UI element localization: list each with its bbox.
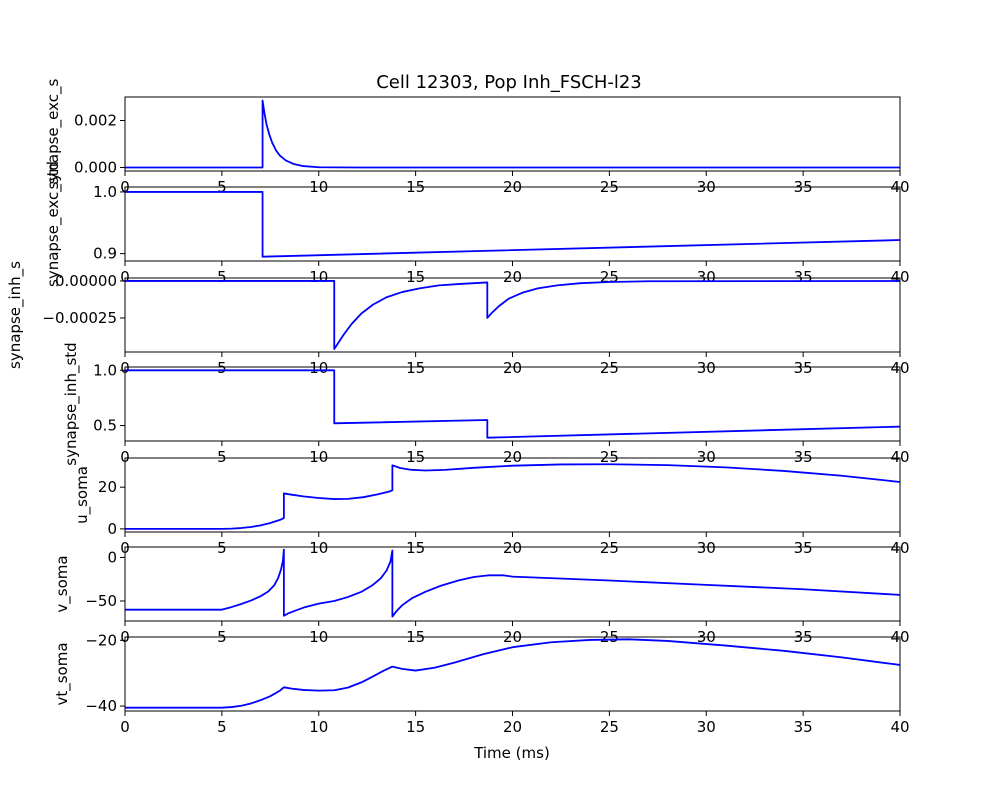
- x-tick-label: 25: [600, 359, 619, 377]
- data-line-u-soma: [125, 463, 900, 530]
- x-tick-label: 10: [309, 448, 328, 466]
- y-tick-label: 0.000: [74, 158, 117, 176]
- axes-frame: [124, 546, 901, 622]
- data-line-synapse-inh-s: [125, 280, 900, 350]
- x-tick-label: 15: [406, 718, 425, 736]
- y-axis-label: synapse_inh_s: [6, 261, 25, 369]
- y-tick-label: 0.5: [93, 417, 117, 435]
- y-tick-label: −50: [85, 592, 117, 610]
- axes-frame: [124, 96, 901, 172]
- x-tick-label: 35: [794, 539, 813, 557]
- x-tick-label: 5: [217, 359, 227, 377]
- axes-frame: [124, 186, 901, 262]
- axes-frame: [124, 636, 901, 712]
- x-tick-label: 20: [503, 448, 522, 466]
- x-tick-label: 30: [697, 359, 716, 377]
- x-tick-label: 20: [503, 359, 522, 377]
- y-tick-label: 1.0: [93, 361, 117, 379]
- x-tick-label: 20: [503, 268, 522, 286]
- x-tick-label: 10: [309, 359, 328, 377]
- axes-frame: [124, 457, 901, 533]
- subplot-stack: 0 5 10 15 20 25 30 35 40 0.000 0.002 synapse_exc_s 0…: [6, 79, 910, 736]
- data-line-synapse-exc-std: [125, 191, 900, 258]
- y-tick-label: 0.9: [93, 245, 117, 263]
- y-tick-label: 0: [107, 548, 117, 566]
- x-tick-label: 20: [503, 539, 522, 557]
- x-tick-label: 35: [794, 448, 813, 466]
- x-tick-label: 10: [309, 268, 328, 286]
- x-tick-label: 40: [890, 448, 909, 466]
- x-tick-label: 5: [217, 448, 227, 466]
- x-tick-label: 10: [309, 539, 328, 557]
- x-tick-label: 35: [794, 359, 813, 377]
- y-axis-label: synapse_inh_std: [62, 342, 81, 465]
- x-tick-label: 15: [406, 359, 425, 377]
- x-tick-label: 25: [600, 268, 619, 286]
- y-tick-label: 0.00000: [55, 272, 117, 290]
- axes-frame: [124, 366, 901, 442]
- x-tick-label: 30: [697, 268, 716, 286]
- y-axis-label: v_soma: [53, 555, 72, 612]
- y-axis-label: synapse_exc_s: [44, 79, 63, 190]
- subplot-synapse-inh-s: 0 5 10 15 20 25 30 35 40−0.000250.00000synapse_i…: [6, 261, 910, 377]
- x-axis-label: Time (ms): [473, 744, 550, 762]
- y-tick-label: 1.0: [93, 183, 117, 201]
- y-tick-label: 20: [98, 478, 117, 496]
- x-tick-label: 0: [120, 718, 130, 736]
- x-tick-label: 25: [600, 718, 619, 736]
- x-tick-label: 15: [406, 539, 425, 557]
- x-tick-label: 15: [406, 448, 425, 466]
- y-axis-label: vt_soma: [53, 642, 72, 705]
- data-line-vt-soma: [125, 638, 900, 709]
- x-tick-label: 20: [503, 718, 522, 736]
- x-tick-label: 30: [697, 448, 716, 466]
- x-tick-label: 10: [309, 718, 328, 736]
- subplot-synapse-inh-std: 0 5 10 15 20 25 30 35 40 0.5 1.0 synapse_inh_std: [62, 342, 910, 466]
- x-tick-label: 5: [217, 718, 227, 736]
- x-tick-label: 35: [794, 268, 813, 286]
- x-tick-label: 40: [890, 718, 909, 736]
- x-tick-label: 30: [697, 539, 716, 557]
- data-line-synapse-inh-std: [125, 369, 900, 439]
- x-tick-label: 25: [600, 539, 619, 557]
- subplot-vt-soma: 0 5 10 15 20 25 30 35 40 −40 −20 vt_soma: [53, 631, 910, 736]
- y-tick-label: 0.002: [74, 111, 117, 129]
- x-tick-label: 30: [697, 718, 716, 736]
- y-tick-label: −0.00025: [42, 309, 117, 327]
- y-axis-label: u_soma: [73, 466, 92, 524]
- y-tick-label: 0: [107, 520, 117, 538]
- y-axis-label: synapse_exc_std: [44, 161, 63, 287]
- x-tick-label: 0: [120, 268, 130, 286]
- y-tick-label: −40: [85, 697, 117, 715]
- y-tick-label: −20: [85, 631, 117, 649]
- figure-title: Cell 12303, Pop Inh_FSCH-l23: [376, 72, 642, 93]
- x-tick-label: 15: [406, 268, 425, 286]
- axes-frame: [124, 277, 901, 353]
- x-tick-label: 5: [217, 268, 227, 286]
- x-tick-label: 35: [794, 718, 813, 736]
- x-tick-label: 0: [120, 448, 130, 466]
- data-line-synapse-exc-s: [125, 99, 900, 169]
- x-tick-label: 25: [600, 448, 619, 466]
- x-tick-label: 5: [217, 539, 227, 557]
- data-line-v-soma: [125, 548, 900, 618]
